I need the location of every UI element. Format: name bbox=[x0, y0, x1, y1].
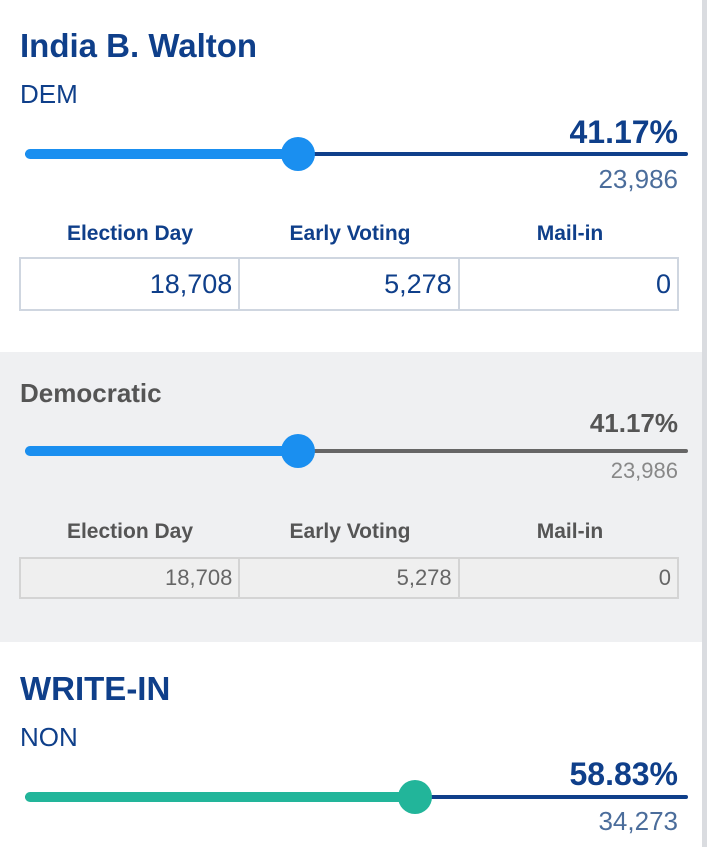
party-name: Democratic bbox=[20, 378, 162, 408]
vote-share-fill bbox=[25, 149, 298, 159]
party-vote-count: 23,986 bbox=[610, 458, 678, 483]
vote-breakdown-table: 18,708 5,278 0 bbox=[19, 257, 679, 311]
candidate-percent: 58.83% bbox=[569, 756, 678, 792]
candidate-party: DEM bbox=[20, 79, 78, 109]
vote-share-fill bbox=[25, 792, 416, 802]
candidate-name: India B. Walton bbox=[20, 27, 258, 64]
party-share-marker bbox=[280, 434, 315, 468]
candidate-party: NON bbox=[20, 722, 78, 752]
header-election-day: Election Day bbox=[66, 222, 194, 245]
candidate-percent: 41.17% bbox=[569, 114, 678, 150]
party-share-bar bbox=[25, 434, 688, 468]
election-day-votes: 18,708 bbox=[21, 259, 241, 309]
party-summary-card: Democratic 41.17% 23,986 Election Day Ea… bbox=[0, 352, 702, 642]
party-percent: 41.17% bbox=[589, 408, 678, 438]
candidate-card-write-in: WRITE-IN NON 58.83% 34,273 bbox=[0, 642, 702, 847]
vote-share-marker bbox=[280, 137, 315, 171]
header-early-voting: Early Voting bbox=[289, 222, 411, 245]
header-mail-in: Mail-in bbox=[536, 520, 604, 543]
party-mail-in-votes: 0 bbox=[658, 565, 671, 590]
vote-share-bar bbox=[25, 137, 688, 171]
candidate-vote-count: 23,986 bbox=[598, 164, 678, 194]
vote-share-marker bbox=[398, 780, 433, 814]
party-early-voting-votes: 5,278 bbox=[240, 559, 460, 597]
vote-share-bar bbox=[25, 780, 688, 814]
header-mail-in: Mail-in bbox=[536, 222, 604, 245]
party-share-fill bbox=[25, 446, 298, 456]
party-breakdown-table: 18,708 5,278 0 bbox=[19, 557, 679, 599]
party-election-day-votes: 18,708 bbox=[21, 559, 241, 597]
candidate-vote-count: 34,273 bbox=[598, 806, 678, 836]
mail-in-votes: 0 bbox=[655, 269, 671, 299]
right-edge-divider bbox=[702, 0, 707, 847]
header-election-day: Election Day bbox=[66, 520, 194, 543]
early-voting-votes: 5,278 bbox=[240, 259, 460, 309]
header-early-voting: Early Voting bbox=[289, 520, 411, 543]
candidate-name: WRITE-IN bbox=[20, 670, 171, 707]
candidate-card-walton: India B. Walton DEM 41.17% 23,986 Electi… bbox=[0, 0, 702, 352]
